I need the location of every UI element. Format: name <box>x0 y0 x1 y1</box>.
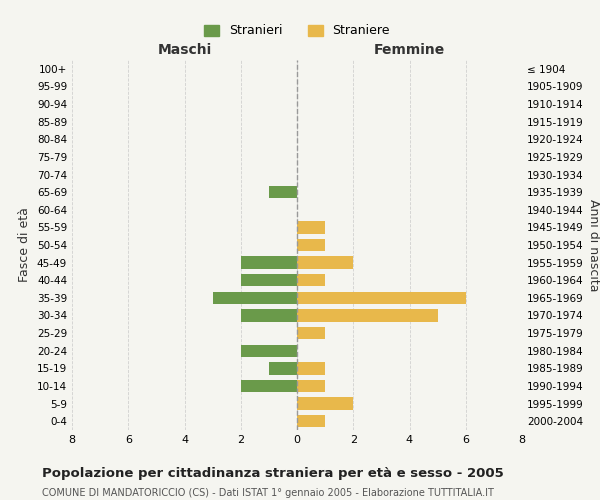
Y-axis label: Anni di nascita: Anni di nascita <box>587 198 600 291</box>
Text: Maschi: Maschi <box>157 44 212 58</box>
Bar <box>297 274 325 286</box>
Bar <box>297 256 353 269</box>
Bar <box>297 415 325 428</box>
Bar <box>297 398 353 409</box>
Bar <box>241 344 297 357</box>
Y-axis label: Fasce di età: Fasce di età <box>19 208 31 282</box>
Bar <box>297 292 466 304</box>
Text: Femmine: Femmine <box>374 44 445 58</box>
Bar <box>241 380 297 392</box>
Bar <box>297 362 325 374</box>
Bar <box>269 186 297 198</box>
Bar <box>241 310 297 322</box>
Bar <box>297 310 437 322</box>
Text: COMUNE DI MANDATORICCIO (CS) - Dati ISTAT 1° gennaio 2005 - Elaborazione TUTTITA: COMUNE DI MANDATORICCIO (CS) - Dati ISTA… <box>42 488 494 498</box>
Bar <box>269 362 297 374</box>
Bar <box>297 239 325 251</box>
Bar <box>241 256 297 269</box>
Bar <box>212 292 297 304</box>
Bar <box>297 380 325 392</box>
Bar <box>241 274 297 286</box>
Bar <box>297 327 325 340</box>
Bar <box>297 221 325 234</box>
Text: Popolazione per cittadinanza straniera per età e sesso - 2005: Popolazione per cittadinanza straniera p… <box>42 468 504 480</box>
Legend: Stranieri, Straniere: Stranieri, Straniere <box>198 18 396 44</box>
